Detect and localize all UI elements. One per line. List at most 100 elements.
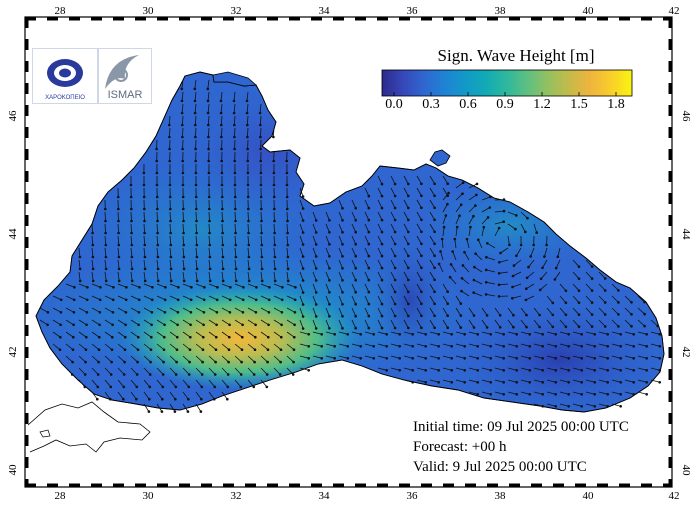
wave-arrow-head xyxy=(590,289,594,292)
wave-arrow xyxy=(52,343,61,351)
wave-arrow xyxy=(247,211,249,222)
wave-arrow xyxy=(429,199,435,209)
wave-arrow xyxy=(169,307,179,313)
wave-arrow-head xyxy=(341,327,344,330)
wave-arrow xyxy=(598,283,606,291)
wave-arrow-head xyxy=(407,254,410,258)
wave-arrow xyxy=(559,355,569,359)
wave-arrow xyxy=(234,283,244,288)
wave-arrow xyxy=(450,264,457,273)
wave-arrow xyxy=(312,343,322,347)
wave-arrow xyxy=(182,127,184,138)
wave-arrow xyxy=(169,283,179,288)
wave-arrow-head xyxy=(279,360,282,364)
wave-arrow-head xyxy=(156,207,159,211)
wave-arrow xyxy=(194,115,197,126)
wave-arrow xyxy=(473,279,483,285)
wave-arrow xyxy=(52,331,61,338)
wave-arrow-head xyxy=(556,255,560,258)
wave-arrow-head xyxy=(98,298,102,302)
wave-arrow-head xyxy=(168,159,171,163)
wave-arrow-head xyxy=(460,289,463,293)
wave-arrow-head xyxy=(187,385,191,389)
wave-arrow xyxy=(364,235,370,245)
wave-arrow xyxy=(364,343,374,347)
wave-arrow xyxy=(468,216,474,225)
wave-arrow-head xyxy=(593,405,596,408)
wave-arrow-head xyxy=(603,277,607,280)
wave-arrow xyxy=(52,295,62,301)
wave-arrow xyxy=(117,379,125,388)
wave-arrow xyxy=(351,271,357,281)
wave-arrow-head xyxy=(200,373,204,376)
wave-arrow-head xyxy=(189,335,192,339)
wave-arrow xyxy=(377,343,387,347)
wave-arrow xyxy=(559,331,569,335)
wave-arrow-head xyxy=(280,311,284,314)
wave-arrow xyxy=(91,235,94,246)
wave-arrow-head xyxy=(528,393,531,396)
wave-arrow-head xyxy=(207,147,210,151)
wave-arrow xyxy=(442,355,452,359)
wave-arrow xyxy=(195,391,202,400)
wave-arrow xyxy=(507,223,516,230)
wave-arrow xyxy=(338,283,343,293)
wave-arrow-head xyxy=(130,255,134,259)
wave-arrow xyxy=(299,367,309,371)
wave-arrow-head xyxy=(199,410,203,413)
wave-arrow-head xyxy=(393,242,397,246)
coastline xyxy=(35,71,665,413)
ismar-logo-text: ΙSMAR xyxy=(108,89,143,101)
wave-arrow xyxy=(611,355,621,359)
wave-arrow xyxy=(442,175,449,184)
wave-arrow xyxy=(104,355,112,363)
wave-arrow-head xyxy=(221,243,225,247)
wave-arrow-head xyxy=(472,314,476,317)
wave-arrow-head xyxy=(226,385,230,389)
wave-arrow xyxy=(403,223,409,233)
wave-arrow xyxy=(104,307,114,313)
wave-arrow-head xyxy=(577,301,581,305)
wave-arrow-head xyxy=(656,324,659,328)
wave-arrow-head xyxy=(433,326,436,330)
wave-arrow-head xyxy=(420,278,423,282)
wave-arrow xyxy=(117,295,127,301)
wave-arrow-head xyxy=(123,348,127,352)
wave-arrow-head xyxy=(84,360,87,364)
wave-arrow xyxy=(221,307,231,313)
wave-arrow-head xyxy=(393,326,397,330)
wave-arrow xyxy=(169,259,172,269)
wave-arrow xyxy=(91,331,100,338)
wave-arrow-head xyxy=(554,333,557,336)
wave-arrow-head xyxy=(393,290,397,294)
wave-arrow xyxy=(559,367,569,371)
wave-arrow xyxy=(429,295,435,305)
wave-arrow xyxy=(351,223,357,233)
wave-arrow xyxy=(234,319,243,326)
wave-arrow xyxy=(169,403,176,412)
wave-arrow xyxy=(195,271,198,281)
wave-arrow xyxy=(181,115,184,126)
wave-arrow xyxy=(512,295,522,299)
wave-arrow-head xyxy=(175,360,178,364)
wave-arrow xyxy=(182,295,192,301)
wave-arrow xyxy=(117,343,126,351)
wave-arrow-head xyxy=(380,182,384,186)
wave-arrow xyxy=(234,271,237,281)
wave-arrow-head xyxy=(135,373,139,376)
wave-arrow xyxy=(429,307,435,317)
wave-arrow xyxy=(169,127,171,138)
wave-arrow-head xyxy=(227,360,230,364)
wave-arrow xyxy=(533,379,543,383)
wave-arrow-head xyxy=(502,333,506,336)
wave-arrow xyxy=(247,259,250,269)
wave-arrow-head xyxy=(451,250,455,253)
wave-arrow-head xyxy=(117,231,120,235)
wave-arrow-head xyxy=(142,183,146,187)
wave-arrow-head xyxy=(346,345,350,348)
wave-arrow xyxy=(557,247,561,257)
wave-arrow xyxy=(530,247,535,257)
wave-arrow-head xyxy=(247,219,250,223)
wave-arrow xyxy=(498,283,509,286)
wave-arrow-head xyxy=(606,357,609,360)
